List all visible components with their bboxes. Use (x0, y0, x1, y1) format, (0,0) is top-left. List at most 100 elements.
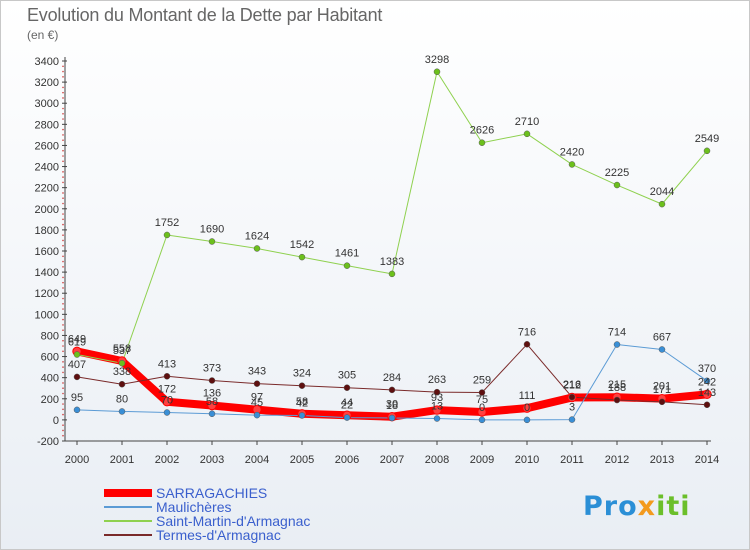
data-label: 0 (524, 402, 530, 414)
y-minor-tick (62, 197, 64, 200)
y-minor-tick (62, 392, 64, 395)
chart-title: Evolution du Montant de la Dette par Hab… (27, 5, 383, 25)
y-minor-tick (62, 260, 64, 263)
data-label: 2225 (605, 167, 629, 179)
data-point (253, 411, 261, 419)
y-minor-tick (62, 324, 64, 326)
x-tick-label: 2004 (245, 454, 269, 466)
data-label: 649 (68, 333, 86, 345)
y-minor-tick (62, 429, 64, 432)
data-label: 1690 (200, 224, 224, 236)
data-point (208, 238, 216, 245)
data-point (658, 398, 666, 406)
x-tick-label: 2005 (290, 454, 314, 466)
y-minor-tick (62, 345, 64, 347)
x-tick-label: 2008 (425, 454, 449, 466)
data-point (73, 406, 81, 414)
y-minor-tick (62, 287, 64, 289)
y-minor-tick (62, 218, 64, 221)
data-label: 558 (113, 343, 131, 355)
data-point (208, 377, 216, 384)
y-minor-tick (62, 176, 64, 178)
data-label: 22 (341, 400, 353, 412)
logo-part: Pro (583, 491, 638, 522)
y-minor-tick (62, 361, 64, 363)
data-label: 2549 (695, 133, 719, 145)
data-label: 215 (608, 379, 626, 391)
y-minor-tick (62, 118, 64, 120)
data-point (613, 341, 621, 348)
y-minor-tick (62, 387, 64, 390)
x-tick-label: 2003 (200, 454, 224, 466)
data-label: 111 (519, 390, 536, 402)
data-point (163, 231, 171, 239)
data-point (207, 400, 217, 411)
data-point (522, 403, 532, 413)
data-label: 716 (518, 326, 536, 338)
data-point (388, 270, 396, 278)
y-minor-tick (62, 223, 64, 226)
data-point (163, 373, 171, 380)
data-label: 3 (569, 402, 575, 414)
data-label: 212 (563, 380, 581, 392)
x-tick-label: 2000 (65, 454, 89, 466)
data-label: 714 (608, 327, 626, 339)
data-label: 172 (158, 384, 176, 396)
y-tick-label: 200 (41, 394, 59, 406)
y-minor-tick (62, 339, 64, 342)
y-tick-label: 1600 (35, 246, 59, 258)
data-point (432, 405, 442, 415)
data-point (568, 393, 576, 401)
legend-label: SARRAGACHIES (156, 485, 267, 501)
y-minor-tick (62, 424, 64, 426)
data-point (478, 416, 486, 424)
y-minor-tick (62, 302, 64, 305)
logo-part: x (637, 491, 657, 522)
data-point (478, 139, 486, 146)
y-minor-tick (62, 181, 64, 184)
y-minor-tick (62, 350, 64, 353)
data-label: 1752 (155, 217, 179, 229)
data-point (208, 410, 216, 418)
data-point (433, 68, 441, 76)
y-tick-label: 800 (41, 330, 59, 342)
data-point (388, 386, 396, 394)
data-point (73, 373, 81, 381)
data-point (118, 380, 126, 388)
data-label: 3298 (425, 54, 449, 66)
data-label: 13 (431, 401, 443, 413)
y-minor-tick (62, 149, 64, 152)
data-label: 343 (248, 366, 266, 378)
data-point (163, 409, 171, 416)
y-minor-tick (62, 192, 64, 194)
y-tick-label: 3000 (35, 98, 59, 110)
y-minor-tick (62, 139, 64, 141)
y-minor-tick (62, 76, 64, 78)
y-minor-tick (62, 112, 64, 115)
data-label: 259 (473, 375, 491, 387)
data-label: 58 (296, 396, 308, 408)
data-point (343, 262, 351, 269)
data-label: 1461 (335, 248, 359, 260)
x-tick-label: 2007 (380, 454, 404, 466)
data-point (253, 380, 261, 387)
y-tick-label: 2800 (35, 119, 59, 131)
data-label: 370 (698, 363, 716, 375)
y-tick-label: 3400 (35, 56, 59, 68)
x-tick-label: 2013 (650, 454, 674, 466)
data-point (523, 130, 531, 138)
data-point (343, 384, 351, 391)
y-minor-tick (62, 403, 64, 405)
data-point (253, 245, 261, 252)
y-tick-label: 1800 (35, 225, 59, 237)
data-label: 97 (251, 392, 263, 404)
y-minor-tick (62, 171, 64, 173)
data-label: 667 (653, 331, 671, 343)
data-point (433, 388, 441, 396)
y-minor-tick (62, 97, 64, 99)
data-point (343, 414, 351, 421)
data-point (388, 414, 396, 422)
data-point (298, 253, 306, 261)
x-tick-label: 2014 (695, 454, 719, 466)
